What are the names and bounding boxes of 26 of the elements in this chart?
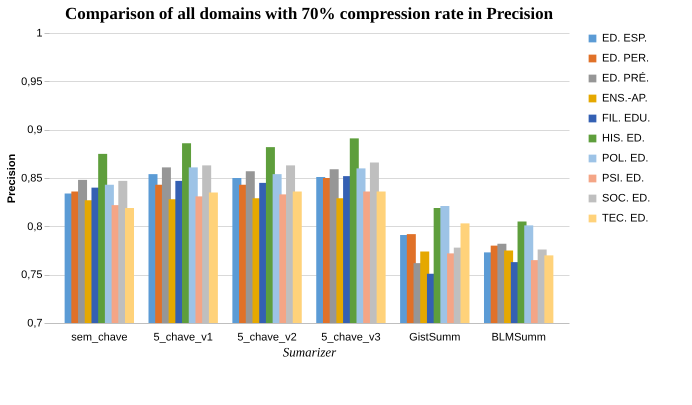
x-tick-label: 5_chave_v2: [237, 332, 297, 344]
y-tick-label: 0,75: [21, 269, 42, 282]
legend-label: SOC. ED.: [602, 192, 650, 204]
x-tick-label: 5_chave_v1: [154, 332, 213, 344]
legend-label: FIL. EDU.: [602, 112, 650, 124]
y-tick-label: 0,7: [27, 318, 42, 330]
chart-title: Comparison of all domains with 70% compression rate in Precision: [64, 4, 554, 23]
y-tick-label: 0,95: [21, 76, 42, 88]
legend-label: PSI. ED.: [602, 172, 644, 184]
y-tick-label: 1: [36, 28, 42, 40]
y-tick-label: 0,9: [27, 124, 42, 136]
legend-label: HIS. ED.: [602, 132, 645, 144]
legend-label: ED. PRÉ.: [602, 72, 650, 84]
legend-label: TEC. ED.: [602, 212, 648, 224]
x-axis-title: Sumarizer: [282, 344, 338, 360]
x-tick-label: 5_chave_v3: [321, 332, 381, 344]
y-tick-label: 0,8: [27, 220, 42, 233]
legend-label: ED. ESP.: [602, 32, 648, 44]
legend-label: ENS.-AP.: [602, 92, 648, 104]
y-axis-title: Precision: [6, 153, 18, 204]
legend-label: POL. ED.: [602, 152, 648, 164]
y-tick-label: 0,85: [21, 172, 42, 184]
x-tick-label: BLMSumm: [491, 332, 546, 344]
x-tick-label: sem_chave: [71, 332, 128, 344]
x-tick-label: GistSumm: [409, 332, 460, 344]
legend-label: ED. PER.: [602, 52, 650, 64]
